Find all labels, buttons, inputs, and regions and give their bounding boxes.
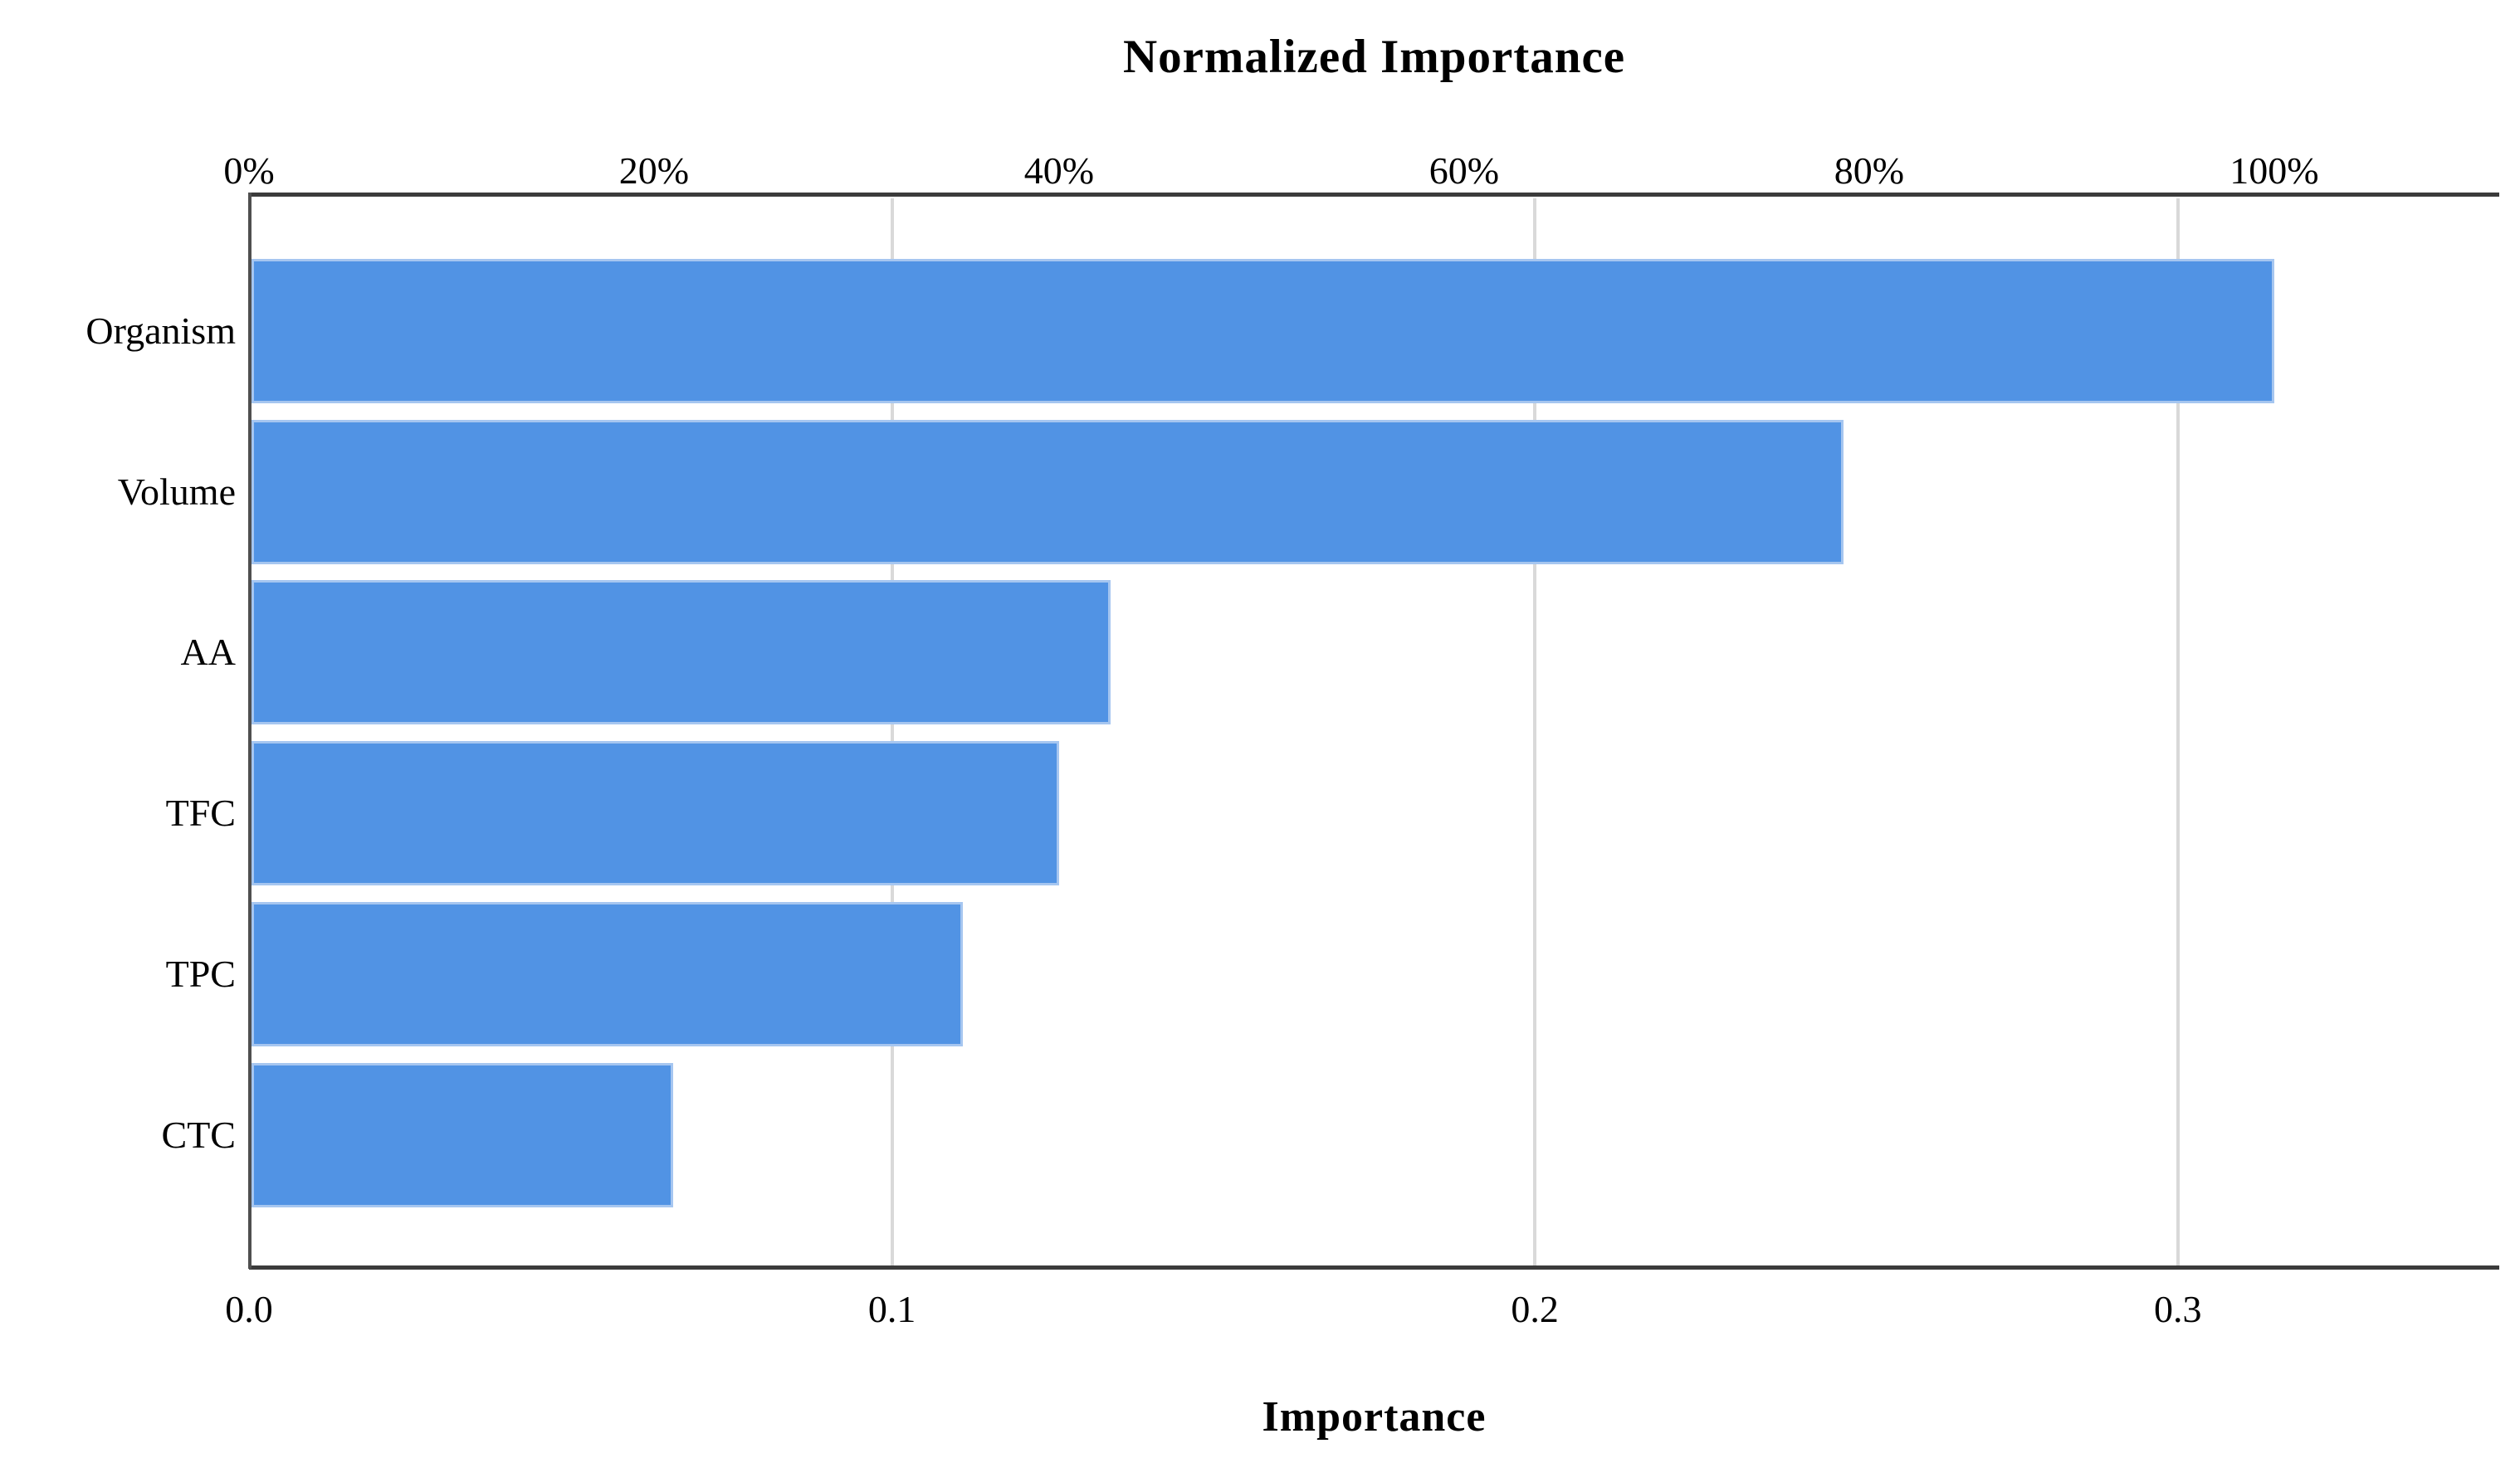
bottom-axis-tick-label: 0.3 bbox=[2153, 1288, 2202, 1330]
bottom-axis-tick-label: 0.1 bbox=[867, 1288, 916, 1330]
category-label-ctc: CTC bbox=[161, 1113, 236, 1156]
top-axis-tick-label: 40% bbox=[1023, 149, 1095, 192]
category-label-aa: AA bbox=[180, 631, 236, 674]
vertical-gridline bbox=[890, 198, 894, 1267]
plot-top-border bbox=[249, 193, 2499, 197]
category-label-volume: Volume bbox=[117, 470, 236, 513]
bar-organism bbox=[252, 259, 2274, 403]
bar-tpc bbox=[252, 901, 963, 1046]
chart-title: Normalized Importance bbox=[1122, 31, 1626, 83]
top-axis-tick-label: 20% bbox=[618, 149, 690, 192]
category-label-tfc: TFC bbox=[165, 792, 236, 835]
bar-ctc bbox=[252, 1062, 674, 1207]
category-label-tpc: TPC bbox=[165, 952, 236, 995]
vertical-gridline bbox=[1533, 198, 1537, 1267]
bar-tfc bbox=[252, 741, 1059, 886]
top-axis-tick-label: 0% bbox=[223, 149, 275, 192]
category-label-organism: Organism bbox=[85, 310, 236, 352]
top-axis-tick-label: 60% bbox=[1428, 149, 1500, 192]
plot-bottom-border bbox=[249, 1265, 2499, 1270]
x-axis-title: Importance bbox=[1262, 1393, 1487, 1441]
bar-aa bbox=[252, 580, 1111, 725]
top-axis-tick-label: 80% bbox=[1834, 149, 1905, 192]
bottom-axis-tick-label: 0.2 bbox=[1511, 1288, 1559, 1330]
vertical-gridline bbox=[2176, 198, 2180, 1267]
bar-volume bbox=[252, 419, 1844, 564]
left-axis-line bbox=[248, 193, 252, 1269]
bottom-axis-tick-label: 0.0 bbox=[225, 1288, 273, 1330]
top-axis-tick-label: 100% bbox=[2229, 149, 2319, 192]
